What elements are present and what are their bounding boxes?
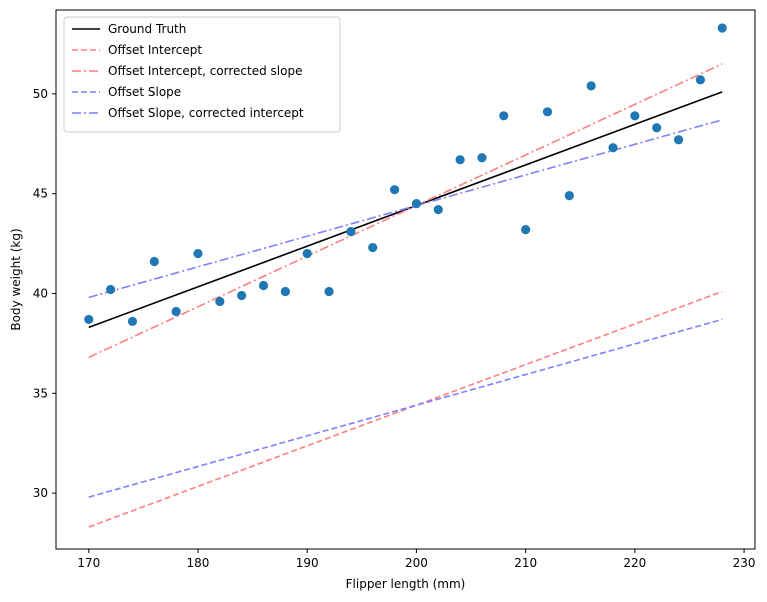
data-point	[280, 286, 290, 297]
scatter-points	[84, 23, 727, 327]
data-point	[106, 284, 116, 295]
series-lines	[88, 63, 723, 528]
y-axis-label: Body weight (kg)	[9, 228, 23, 330]
x-tick-label: 200	[405, 556, 428, 570]
x-axis-label: Flipper length (mm)	[346, 577, 466, 591]
data-point	[215, 296, 225, 307]
data-point	[84, 314, 94, 325]
series-line	[88, 63, 723, 359]
axes-frame	[55, 9, 756, 550]
x-tick-label: 180	[187, 556, 210, 570]
data-point	[149, 256, 159, 267]
x-tick-label: 220	[623, 556, 646, 570]
x-tick-label: 210	[514, 556, 537, 570]
y-axis: 30 35 40 45 50	[33, 87, 56, 500]
data-point	[302, 248, 312, 259]
data-point	[673, 135, 684, 145]
legend-entry: Offset Intercept, corrected slope	[108, 64, 302, 78]
y-tick-label: 40	[33, 286, 48, 300]
data-point	[368, 242, 378, 253]
legend-entry: Offset Slope, corrected intercept	[108, 106, 304, 120]
data-point	[433, 205, 443, 215]
data-point	[608, 143, 618, 153]
legend-entry: Offset Slope	[108, 85, 181, 99]
x-axis: 170 180 190 200 210 220 230	[77, 549, 756, 570]
x-tick-label: 230	[733, 556, 756, 570]
data-point	[237, 290, 247, 301]
data-point	[630, 111, 640, 121]
data-point	[324, 286, 334, 297]
series-line	[88, 91, 723, 329]
legend-box	[63, 16, 341, 133]
data-point	[193, 248, 203, 259]
data-point	[542, 107, 553, 117]
legend: Ground Truth Offset Intercept Offset Inter…	[63, 16, 341, 133]
series-line	[88, 290, 723, 528]
data-point	[586, 81, 596, 91]
x-tick-label: 170	[77, 556, 100, 570]
data-point	[389, 185, 400, 195]
data-point	[499, 111, 509, 121]
data-point	[127, 316, 138, 327]
data-point	[455, 155, 465, 165]
legend-entry: Offset Intercept	[108, 43, 202, 57]
data-point	[717, 23, 727, 33]
y-tick-label: 45	[33, 187, 48, 201]
data-point	[521, 224, 531, 235]
data-point	[411, 199, 422, 209]
data-point	[477, 153, 487, 163]
data-point	[258, 280, 269, 291]
y-tick-label: 50	[33, 87, 48, 101]
y-tick-label: 30	[33, 486, 48, 500]
data-point	[652, 123, 662, 133]
data-point	[346, 226, 356, 237]
series-line	[88, 318, 723, 498]
y-tick-label: 35	[33, 386, 48, 400]
x-tick-label: 190	[296, 556, 319, 570]
data-point	[695, 75, 705, 85]
legend-entry: Ground Truth	[108, 22, 186, 36]
data-point	[564, 191, 574, 201]
data-point	[171, 306, 181, 317]
